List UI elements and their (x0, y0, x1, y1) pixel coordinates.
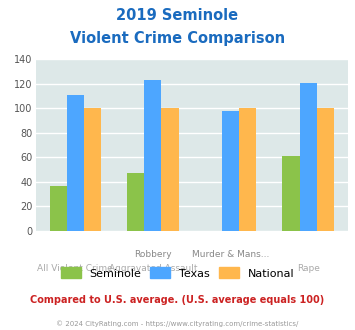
Bar (239, 109, 256, 231)
Legend: Seminole, Texas, National: Seminole, Texas, National (56, 263, 299, 283)
Bar (222, 111, 239, 231)
Bar (67, 95, 84, 231)
Text: Aggravated Assault: Aggravated Assault (109, 264, 197, 273)
Text: Violent Crime Comparison: Violent Crime Comparison (70, 31, 285, 46)
Text: Murder & Mans...: Murder & Mans... (192, 250, 269, 259)
Bar (317, 109, 334, 231)
Bar (84, 109, 101, 231)
Bar (144, 80, 162, 231)
Text: Rape: Rape (297, 264, 320, 273)
Bar (127, 173, 144, 231)
Bar (300, 83, 317, 231)
Text: Compared to U.S. average. (U.S. average equals 100): Compared to U.S. average. (U.S. average … (31, 295, 324, 305)
Text: All Violent Crime: All Violent Crime (37, 264, 113, 273)
Text: 2019 Seminole: 2019 Seminole (116, 8, 239, 23)
Text: Robbery: Robbery (134, 250, 172, 259)
Bar (283, 156, 300, 231)
Text: © 2024 CityRating.com - https://www.cityrating.com/crime-statistics/: © 2024 CityRating.com - https://www.city… (56, 320, 299, 327)
Bar (50, 186, 67, 231)
Bar (162, 109, 179, 231)
